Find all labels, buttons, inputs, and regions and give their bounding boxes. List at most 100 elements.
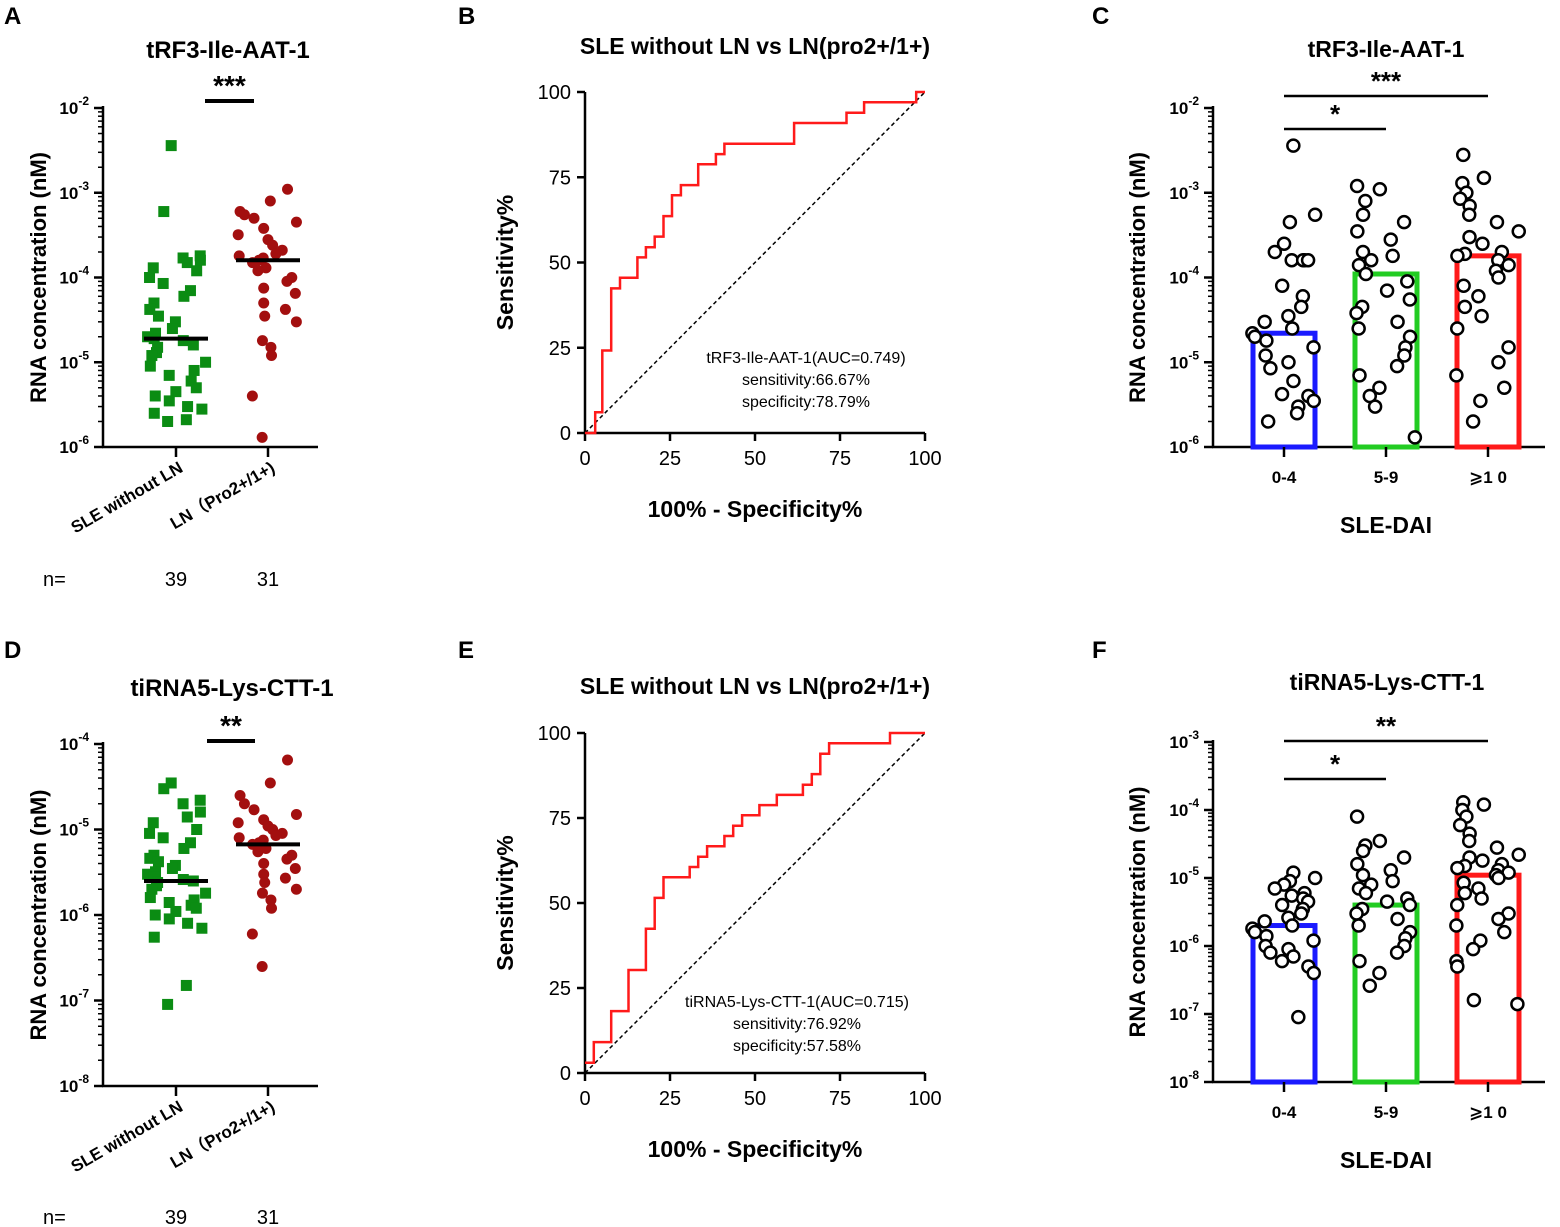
data-point xyxy=(163,897,175,909)
data-point xyxy=(148,297,160,309)
data-point xyxy=(152,310,164,322)
x-tick-label: ⩾1 0 xyxy=(1469,1103,1507,1122)
data-point xyxy=(258,222,270,234)
significance-label: ** xyxy=(1376,711,1397,741)
data-point xyxy=(148,407,160,419)
data-point xyxy=(158,783,170,795)
y-tick-label: 75 xyxy=(549,167,571,189)
data-point xyxy=(184,285,196,297)
data-point xyxy=(144,360,156,372)
data-point xyxy=(185,375,197,387)
data-point xyxy=(1385,248,1400,264)
data-point xyxy=(1355,207,1371,223)
data-point xyxy=(1281,308,1296,324)
y-tick-label: 25 xyxy=(549,978,571,1000)
significance-label: * xyxy=(1330,99,1341,129)
data-point xyxy=(1389,945,1405,960)
data-point xyxy=(1397,348,1412,363)
y-tick-label: 10-7 xyxy=(1169,1000,1199,1024)
y-tick-label: 0 xyxy=(560,1063,571,1085)
data-point xyxy=(177,798,189,810)
y-axis-label: RNA concentration (nM) xyxy=(1125,787,1150,1038)
data-point xyxy=(144,303,156,315)
data-point xyxy=(1349,305,1364,321)
data-point xyxy=(1497,380,1512,396)
data-point xyxy=(144,827,156,839)
data-point xyxy=(144,852,156,864)
significance-label: * xyxy=(1330,749,1341,779)
y-axis-label: RNA concentration (nM) xyxy=(26,152,51,403)
y-tick-label: 10-5 xyxy=(59,348,89,372)
data-point xyxy=(162,998,174,1010)
x-axis-label: 100% - Specificity% xyxy=(648,496,863,522)
data-point xyxy=(1286,373,1301,389)
data-point xyxy=(148,931,160,943)
y-tick-label: 10-2 xyxy=(1169,94,1199,118)
roc-curve xyxy=(585,731,925,1065)
data-point xyxy=(1396,850,1412,865)
data-point xyxy=(149,909,161,921)
data-point xyxy=(290,883,302,895)
data-point xyxy=(1358,885,1374,901)
data-point xyxy=(1307,870,1323,886)
data-point xyxy=(1284,321,1300,336)
data-point xyxy=(1351,321,1366,336)
data-point xyxy=(1294,299,1309,315)
data-point xyxy=(1276,236,1292,252)
x-tick-label: 5-9 xyxy=(1374,1103,1399,1122)
y-axis-label: RNA concentration (nM) xyxy=(26,790,51,1041)
data-point xyxy=(1476,170,1492,186)
data-point xyxy=(1284,918,1300,933)
data-point xyxy=(1461,207,1477,223)
roc-curve xyxy=(585,90,925,435)
data-point xyxy=(1390,314,1405,330)
data-point xyxy=(181,257,193,269)
y-tick-label: 0 xyxy=(560,423,571,445)
y-axis-label: Sensitivity% xyxy=(492,835,518,971)
data-point xyxy=(1257,914,1272,929)
x-tick-label: ⩾1 0 xyxy=(1469,468,1507,487)
data-point xyxy=(1449,368,1464,383)
data-point xyxy=(190,382,202,394)
data-point xyxy=(1449,918,1464,933)
data-point xyxy=(1259,333,1274,348)
auc-annotation: tiRNA5-Lys-CTT-1(AUC=0.715) xyxy=(685,994,909,1011)
y-tick-label: 10-6 xyxy=(1169,433,1199,457)
x-tick-label: 100 xyxy=(908,1088,941,1110)
y-axis-label: Sensitivity% xyxy=(492,195,518,331)
data-point xyxy=(1379,894,1395,909)
y-tick-label: 10-6 xyxy=(59,433,89,457)
data-point xyxy=(1352,368,1367,383)
significance-label: ** xyxy=(220,710,242,741)
data-point xyxy=(152,856,164,868)
x-tick-label: LN（Pro2+/1+) xyxy=(167,1096,278,1172)
data-point xyxy=(1475,853,1490,868)
data-point xyxy=(1306,393,1321,409)
x-tick-label: SLE without LN xyxy=(68,458,186,537)
data-point xyxy=(1400,274,1415,289)
data-point xyxy=(1402,897,1418,913)
data-point xyxy=(196,403,208,415)
panel-letter: D xyxy=(4,637,21,664)
data-point xyxy=(1471,289,1486,304)
data-point xyxy=(234,789,246,801)
x-tick-label: 5-9 xyxy=(1374,468,1399,487)
data-point xyxy=(1407,430,1423,445)
y-tick-label: 100 xyxy=(538,723,571,745)
data-point xyxy=(290,808,302,820)
data-point xyxy=(178,842,190,854)
x-tick-label: 0-4 xyxy=(1272,1103,1297,1122)
data-point xyxy=(1247,924,1263,940)
data-point xyxy=(252,846,264,858)
data-point xyxy=(232,817,244,829)
n-value: 31 xyxy=(257,569,279,591)
data-point xyxy=(1449,321,1465,336)
data-point xyxy=(1385,873,1400,889)
data-point xyxy=(147,817,159,829)
data-point xyxy=(163,913,175,925)
chart-title: tRF3-Ile-AAT-1 xyxy=(146,37,310,64)
data-point xyxy=(1372,833,1388,849)
x-tick-label: 0-4 xyxy=(1272,468,1297,487)
data-point xyxy=(158,206,170,218)
